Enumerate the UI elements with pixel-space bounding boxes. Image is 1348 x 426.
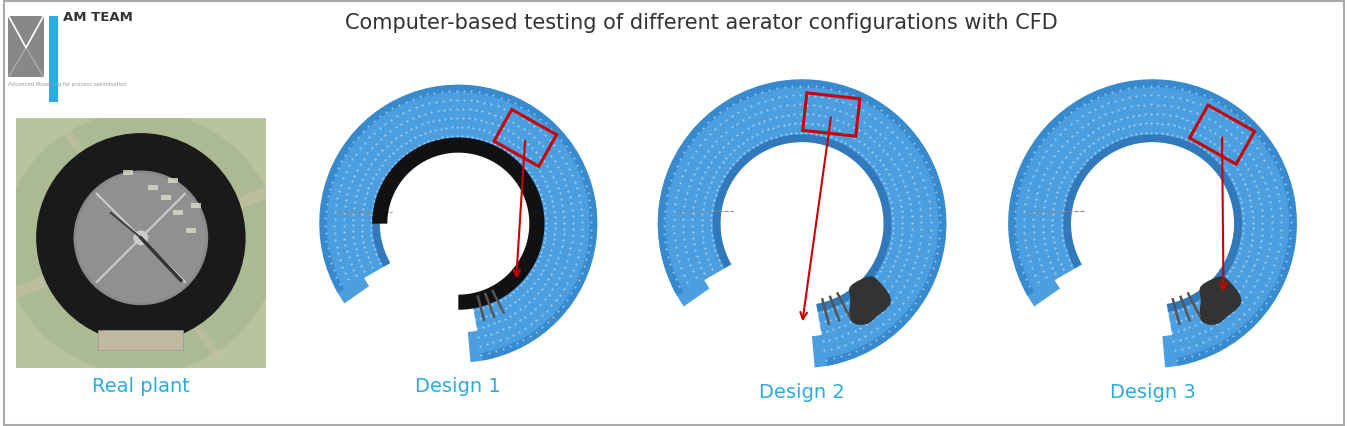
Circle shape bbox=[75, 173, 206, 302]
Text: Real plant: Real plant bbox=[92, 377, 190, 397]
Circle shape bbox=[36, 133, 245, 343]
Polygon shape bbox=[1162, 333, 1190, 368]
Polygon shape bbox=[1200, 276, 1242, 325]
Polygon shape bbox=[849, 276, 891, 325]
Wedge shape bbox=[713, 134, 891, 312]
Text: Advanced Modelling for process optimisation: Advanced Modelling for process optimisat… bbox=[8, 82, 127, 87]
Polygon shape bbox=[372, 138, 545, 310]
Bar bbox=[148, 185, 158, 190]
Polygon shape bbox=[671, 271, 709, 306]
Text: AM TEAM: AM TEAM bbox=[63, 11, 132, 24]
Text: Design 1: Design 1 bbox=[415, 377, 501, 396]
Wedge shape bbox=[1008, 79, 1297, 366]
Wedge shape bbox=[1064, 134, 1242, 312]
Wedge shape bbox=[1008, 79, 1297, 366]
Bar bbox=[168, 178, 178, 183]
Polygon shape bbox=[468, 329, 495, 362]
Wedge shape bbox=[319, 85, 597, 360]
Wedge shape bbox=[319, 85, 597, 360]
Circle shape bbox=[133, 230, 148, 245]
Wedge shape bbox=[658, 79, 946, 366]
Polygon shape bbox=[333, 270, 369, 303]
Polygon shape bbox=[1022, 271, 1060, 306]
Bar bbox=[174, 210, 183, 216]
Text: Design 2: Design 2 bbox=[759, 383, 845, 403]
Ellipse shape bbox=[4, 112, 278, 374]
Text: Computer-based testing of different aerator configurations with CFD: Computer-based testing of different aera… bbox=[345, 13, 1057, 33]
Bar bbox=[186, 228, 195, 233]
Wedge shape bbox=[658, 79, 946, 366]
Bar bbox=[160, 196, 171, 200]
Text: Design 3: Design 3 bbox=[1109, 383, 1196, 403]
Bar bbox=[191, 203, 201, 208]
Bar bbox=[8, 16, 43, 77]
Wedge shape bbox=[372, 138, 545, 308]
Circle shape bbox=[74, 170, 208, 305]
Bar bbox=[98, 330, 183, 350]
Polygon shape bbox=[811, 333, 840, 368]
Bar bbox=[49, 16, 58, 101]
Bar bbox=[124, 170, 133, 176]
Bar bbox=[49, 16, 58, 101]
